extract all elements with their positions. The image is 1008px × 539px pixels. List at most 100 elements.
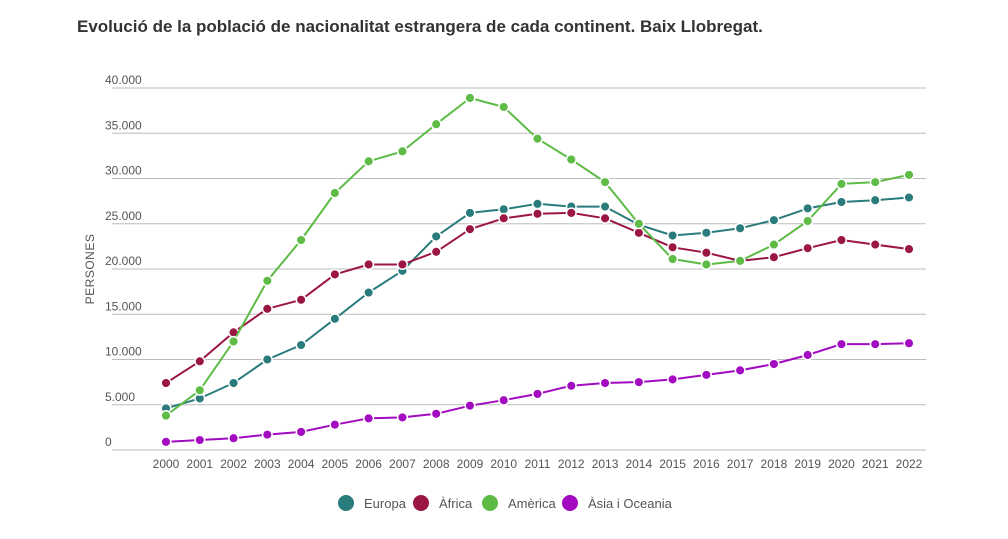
data-point[interactable] [261,353,273,366]
data-point[interactable] [531,208,544,220]
data-point[interactable] [700,247,712,259]
data-point[interactable] [633,227,645,239]
legend-item[interactable]: Àsia i Oceania [562,495,673,511]
data-point[interactable] [498,203,510,215]
data-point[interactable] [903,337,915,349]
data-point[interactable] [734,222,746,234]
data-point[interactable] [667,373,679,385]
data-point[interactable] [802,242,814,254]
data-point[interactable] [227,432,240,444]
data-point[interactable] [464,92,476,104]
data-point[interactable] [227,377,240,389]
x-tick-label: 2013 [592,457,619,471]
data-point[interactable] [700,227,712,239]
x-tick-label: 2008 [423,457,450,471]
data-point[interactable] [261,303,273,315]
data-point[interactable] [869,338,881,350]
data-point[interactable] [768,239,780,251]
chart-title: Evolució de la població de nacionalitat … [77,17,763,36]
data-point[interactable] [667,229,679,242]
data-point[interactable] [835,338,848,350]
data-point[interactable] [160,410,172,422]
data-point[interactable] [329,187,341,199]
data-point[interactable] [227,335,240,347]
data-point[interactable] [160,436,172,448]
data-point[interactable] [903,191,915,204]
data-point[interactable] [498,394,510,406]
y-tick-label: 30.000 [105,164,142,178]
data-point[interactable] [531,198,544,210]
data-point[interactable] [700,258,712,271]
data-point[interactable] [464,207,476,219]
data-point[interactable] [599,377,611,389]
data-point[interactable] [869,176,881,188]
data-point[interactable] [700,369,712,381]
data-point[interactable] [903,243,915,255]
y-tick-label: 5.000 [105,390,135,404]
data-point[interactable] [802,349,814,361]
data-point[interactable] [430,230,442,242]
data-point[interactable] [261,429,273,441]
data-point[interactable] [295,339,307,351]
legend-item[interactable]: Àfrica [413,495,473,511]
data-point[interactable] [531,133,544,145]
data-point[interactable] [430,246,442,258]
data-point[interactable] [633,376,645,388]
data-point[interactable] [802,202,814,214]
data-point[interactable] [430,118,442,130]
data-point[interactable] [194,355,206,367]
data-point[interactable] [565,153,577,166]
data-point[interactable] [734,364,746,376]
data-point[interactable] [363,412,375,424]
data-point[interactable] [329,419,341,431]
data-point[interactable] [835,234,848,246]
data-point[interactable] [464,223,476,235]
data-point[interactable] [295,234,307,246]
data-point[interactable] [363,155,375,167]
x-tick-label: 2005 [322,457,349,471]
data-point[interactable] [295,426,307,438]
data-point[interactable] [869,194,881,206]
data-point[interactable] [599,201,611,213]
data-point[interactable] [565,207,577,219]
data-point[interactable] [633,218,645,230]
data-point[interactable] [396,411,408,423]
data-point[interactable] [295,294,307,306]
series [160,337,915,448]
data-point[interactable] [835,178,848,190]
x-tick-label: 2007 [389,457,416,471]
data-point[interactable] [531,388,544,400]
y-tick-label: 35.000 [105,118,142,132]
data-point[interactable] [498,101,510,113]
data-point[interactable] [363,258,375,271]
data-point[interactable] [768,251,780,263]
legend-item[interactable]: Europa [338,495,407,511]
data-point[interactable] [835,196,848,208]
legend[interactable]: Europa Àfrica Amèrica Àsia i Oceania [338,495,673,511]
data-point[interactable] [869,239,881,251]
data-point[interactable] [768,214,780,226]
data-point[interactable] [565,380,577,392]
data-point[interactable] [396,258,408,271]
data-point[interactable] [734,255,746,267]
data-point[interactable] [903,169,915,181]
data-point[interactable] [194,434,206,446]
data-point[interactable] [802,215,814,227]
data-point[interactable] [329,268,341,280]
data-point[interactable] [464,400,476,412]
data-point[interactable] [498,212,510,224]
data-point[interactable] [599,176,611,188]
data-point[interactable] [396,145,408,157]
data-point[interactable] [667,253,679,265]
legend-item[interactable]: Amèrica [482,495,556,511]
data-point[interactable] [430,408,442,420]
x-tick-label: 2022 [896,457,923,471]
data-point[interactable] [667,241,679,253]
data-point[interactable] [599,212,611,224]
data-point[interactable] [363,286,375,299]
data-point[interactable] [261,275,273,287]
data-point[interactable] [768,358,780,370]
data-point[interactable] [160,377,172,389]
data-point[interactable] [329,313,341,325]
data-point[interactable] [194,384,206,396]
